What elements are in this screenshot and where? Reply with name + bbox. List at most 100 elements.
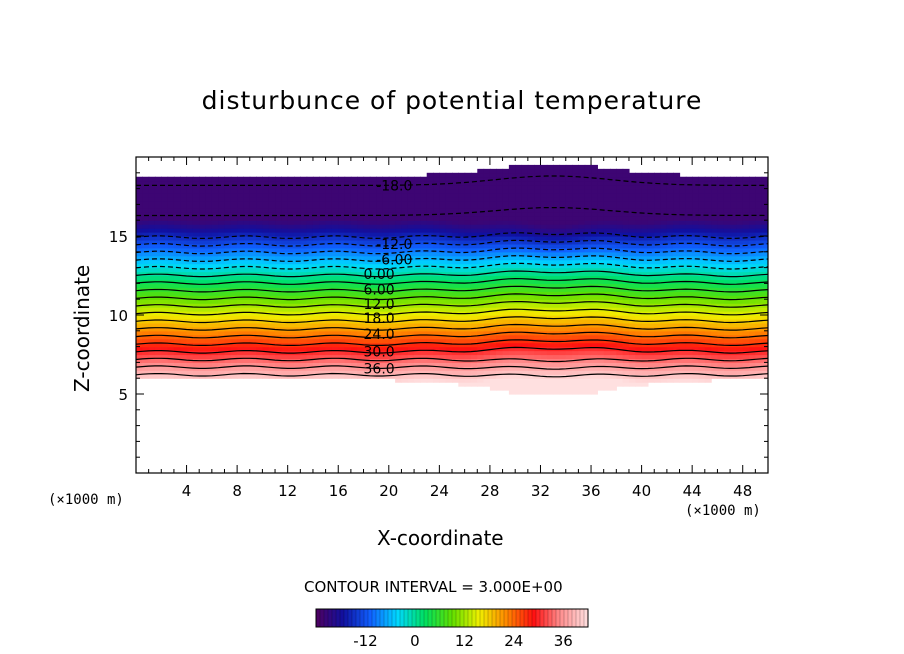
colorbar-swatch [528,609,533,627]
colorbar-swatch [572,609,577,627]
colorbar-swatch [432,609,437,627]
y-tick-label: 10 [109,307,128,325]
colorbar-swatch [536,609,541,627]
contour-line [136,239,768,247]
colorbar-swatch [488,609,493,627]
colorbar-swatch [496,609,501,627]
contour-label: 30.0 [364,344,395,360]
chart-title: disturbunce of potential temperature [201,86,703,115]
colorbar: -12 0 12 24 36 [315,608,589,650]
colorbar-swatch [316,609,321,627]
colorbar-swatch [500,609,505,627]
colorbar-swatch [360,609,365,627]
colorbar-swatch [508,609,513,627]
colorbar-swatch [580,609,585,627]
contour-label: 24.0 [364,327,395,343]
contour-line [136,232,768,240]
colorbar-swatch [328,609,333,627]
colorbar-swatch [404,609,409,627]
colorbar-swatch [376,609,381,627]
colorbar-tick-label: 0 [410,632,420,650]
x-unit-label-right: (×1000 m) [685,503,761,519]
x-tick-label: 24 [430,482,449,500]
colorbar-swatch [468,609,473,627]
colorbar-swatch [412,609,417,627]
colorbar-swatch [520,609,525,627]
contour-interval-label: CONTOUR INTERVAL = 3.000E+00 [304,578,563,596]
colorbar-swatch [460,609,465,627]
colorbar-swatch [320,609,325,627]
x-tick-label: 36 [581,482,600,500]
colorbar-swatch [556,609,561,627]
x-tick-label: 32 [531,482,550,500]
colorbar-swatch [344,609,349,627]
y-axis: 5 10 15 [109,172,768,458]
colorbar-swatch [524,609,529,627]
colorbar-swatch [564,609,569,627]
colorbar-swatch [420,609,425,627]
contour-line [136,277,768,285]
colorbar-swatch [568,609,573,627]
contour-lines [136,175,768,378]
contour-line [136,175,768,186]
colorbar-swatch [464,609,469,627]
contour-line [136,285,768,293]
contour-label: -18.0 [376,178,412,194]
colorbar-swatch [448,609,453,627]
contour-label: 18.0 [364,311,395,327]
colorbar-swatch [584,609,589,627]
colorbar-tick-label: 36 [554,632,573,650]
colorbar-swatch [440,609,445,627]
colorbar-swatch [444,609,449,627]
contour-label: 12.0 [364,297,395,313]
colorbar-swatch [384,609,389,627]
x-axis: 4 8 12 16 20 24 28 32 36 40 44 48 [148,157,756,500]
contour-label: 36.0 [364,362,395,378]
colorbar-swatch [336,609,341,627]
x-tick-label: 8 [232,482,242,500]
contour-line [136,293,768,301]
colorbar-tick-label: -12 [353,632,378,650]
x-tick-label: 4 [182,482,192,500]
colorbar-swatch [408,609,413,627]
colorbar-swatch [396,609,401,627]
colorbar-swatch [332,609,337,627]
colorbar-swatch [456,609,461,627]
colorbar-swatch [392,609,397,627]
y-tick-label: 15 [109,228,128,246]
colorbar-swatch [364,609,369,627]
colorbar-swatch [540,609,545,627]
contour-line [136,301,768,308]
colorbar-tick-label: 12 [455,632,474,650]
y-tick-label: 5 [118,386,128,404]
colorbar-swatch [416,609,421,627]
colorbar-swatch [480,609,485,627]
colorbar-frame [315,608,589,628]
x-tick-label: 44 [683,482,702,500]
contour-line [136,270,768,278]
colorbar-swatch [492,609,497,627]
colorbar-swatch [576,609,581,627]
colorbar-swatch [348,609,353,627]
colorbar-swatch [452,609,457,627]
contour-line [136,357,768,363]
colorbar-swatch [484,609,489,627]
contour-line [136,339,768,346]
colorbar-swatch [424,609,429,627]
contour-label: 0.00 [364,267,395,283]
x-axis-label: X-coordinate [377,526,504,550]
x-tick-label: 20 [379,482,398,500]
colorbar-swatch [400,609,405,627]
colorbar-swatch [544,609,549,627]
colorbar-swatch [476,609,481,627]
colorbar-swatch [388,609,393,627]
contour-label: -6.00 [376,253,412,269]
x-tick-label: 48 [733,482,752,500]
colorbar-swatch [532,609,537,627]
contour-line [136,346,768,354]
x-tick-label: 12 [278,482,297,500]
contour-line [136,316,768,324]
colorbar-swatch [504,609,509,627]
colorbar-tick-label: 24 [504,632,523,650]
